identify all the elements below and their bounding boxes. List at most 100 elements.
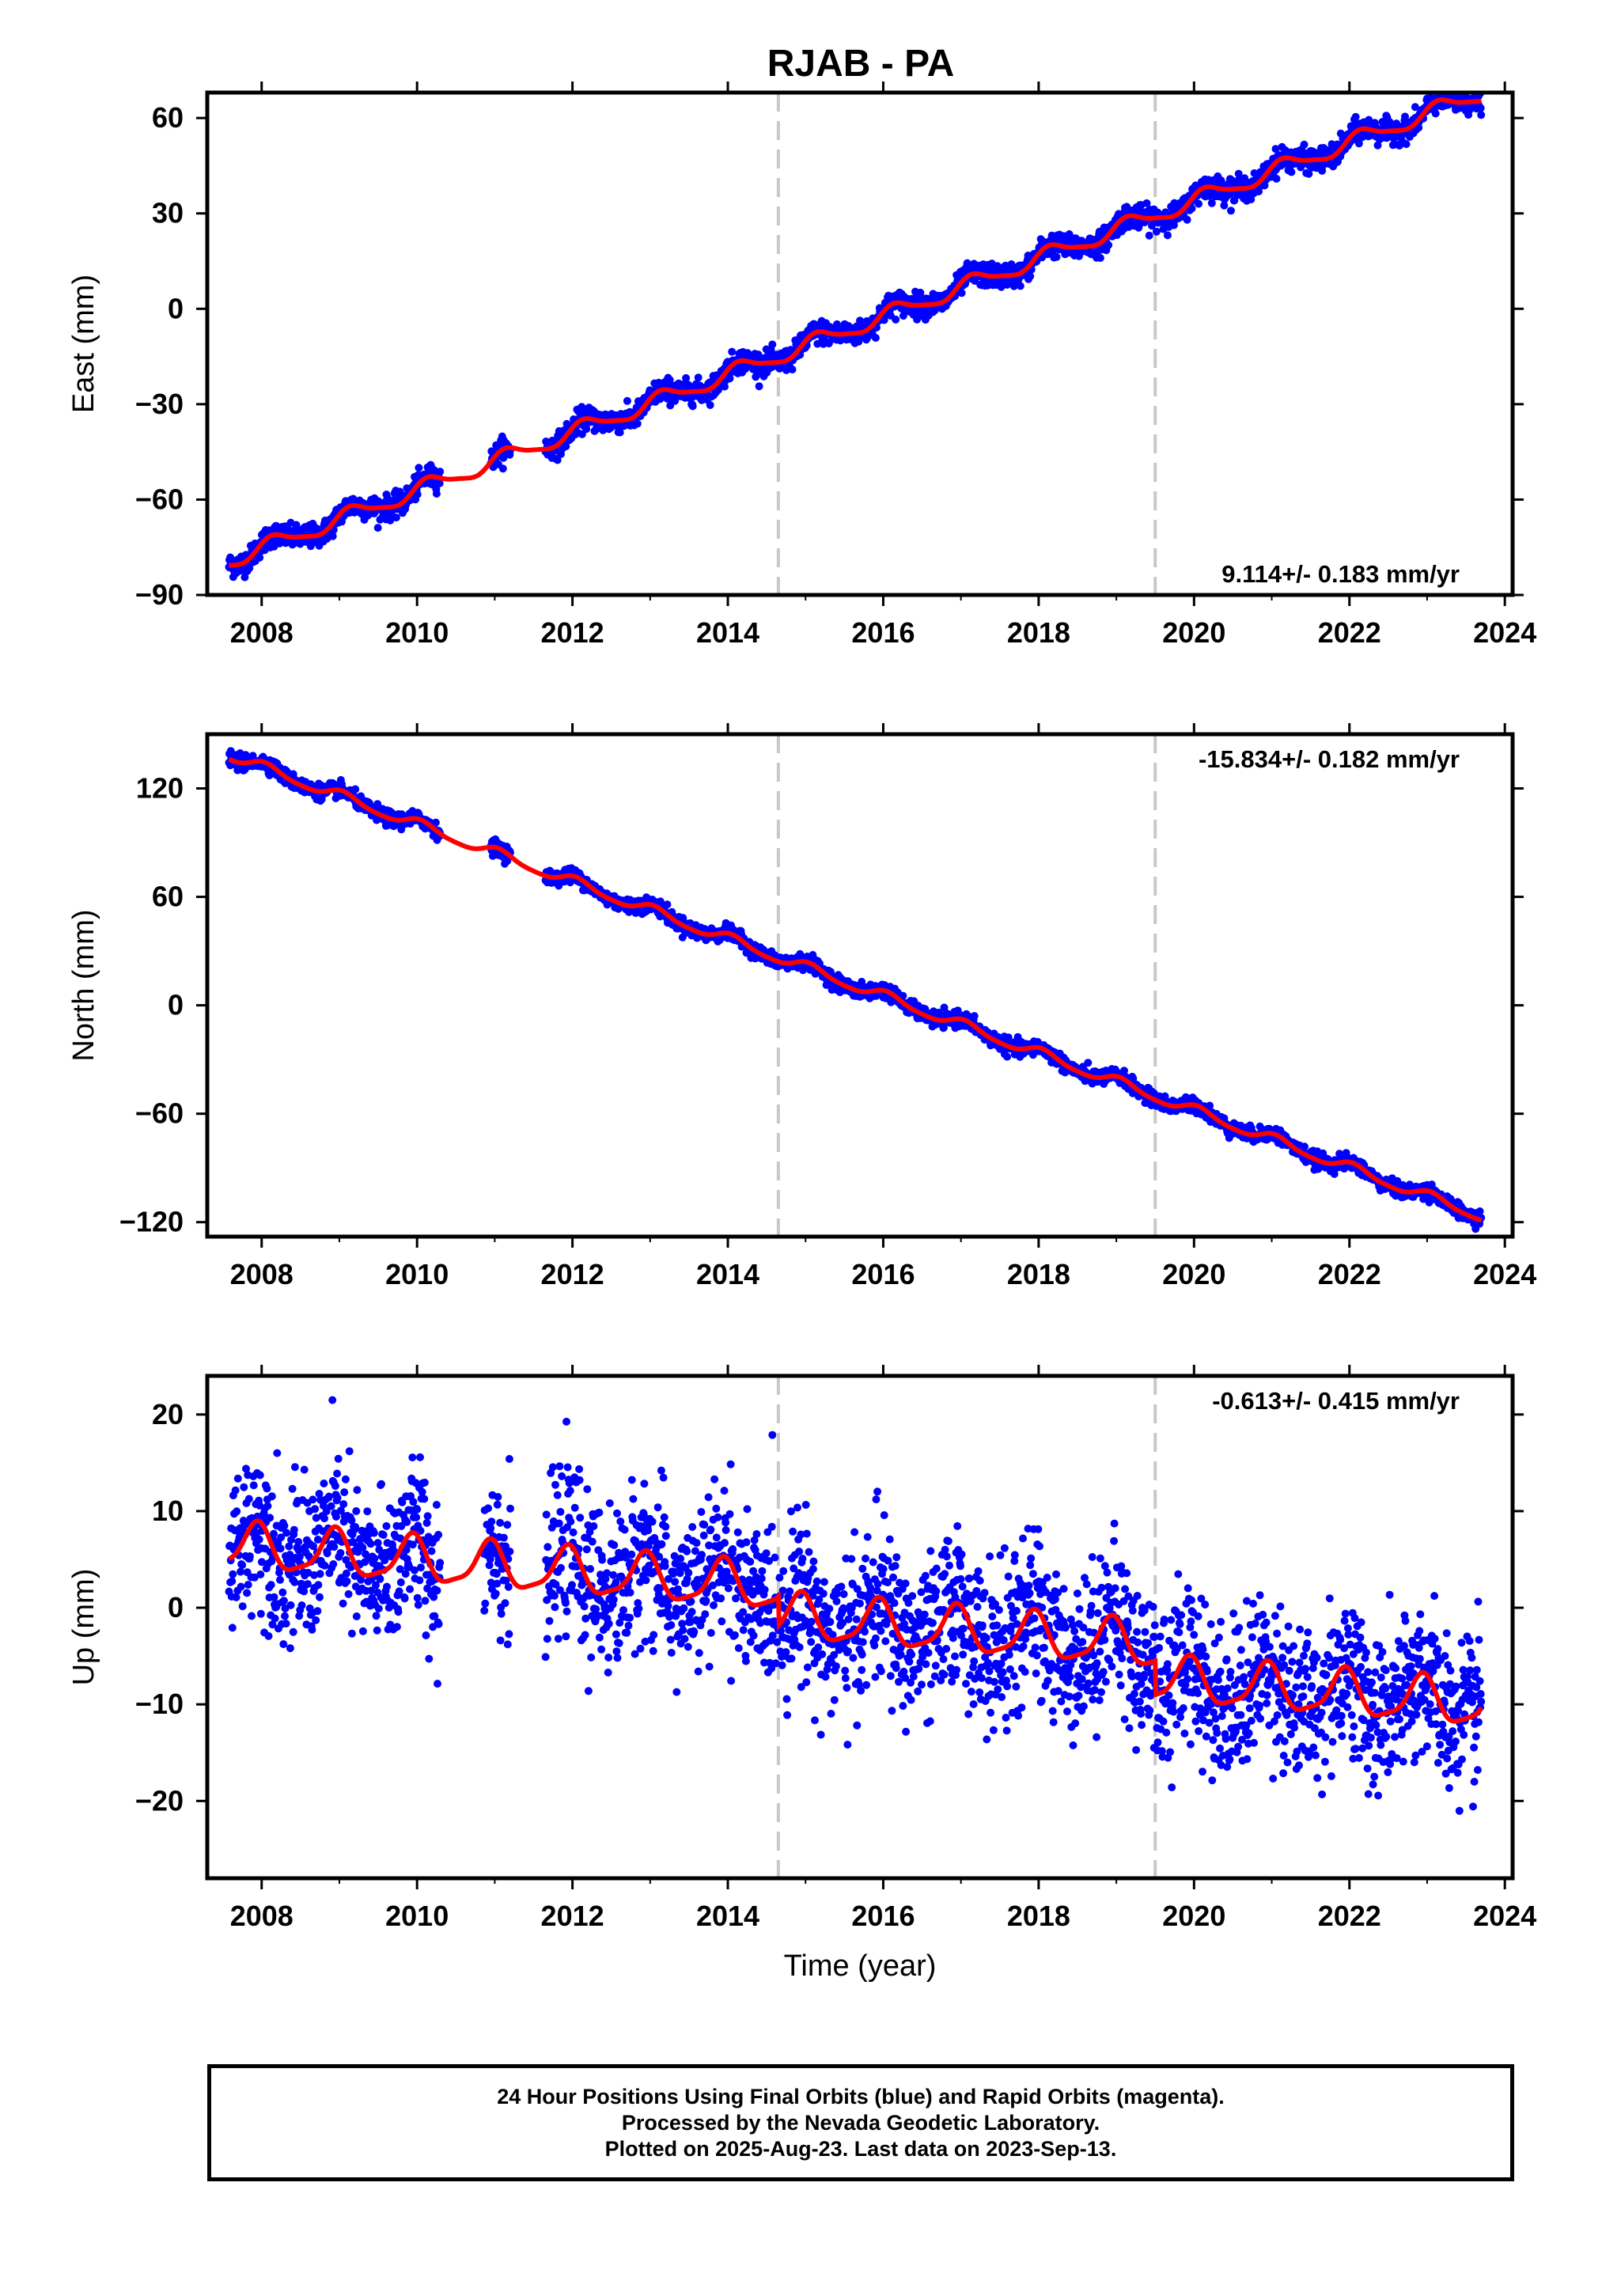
data-point: [899, 991, 907, 1000]
data-point: [728, 347, 737, 356]
x-tick-label: 2022: [1318, 616, 1381, 649]
data-point: [1354, 139, 1363, 148]
data-point: [436, 468, 445, 476]
data-point: [1220, 201, 1229, 210]
data-point: [663, 900, 672, 909]
data-point: [1142, 199, 1151, 207]
data-point: [432, 490, 441, 498]
data-point: [245, 564, 254, 572]
data-point: [623, 396, 631, 405]
data-point: [1411, 103, 1419, 112]
data-point: [1003, 1052, 1012, 1061]
data-point: [1271, 145, 1280, 153]
data-point: [706, 401, 714, 409]
data-point: [768, 340, 777, 349]
y-tick-label: −60: [135, 483, 184, 515]
data-point: [328, 532, 337, 540]
data-point: [1436, 79, 1444, 87]
data-points: [225, 79, 1486, 582]
data-point: [1272, 174, 1281, 183]
data-point: [392, 513, 400, 522]
data-point: [694, 373, 703, 382]
data-point: [1415, 123, 1423, 132]
y-tick-label: −30: [135, 388, 184, 420]
data-point: [397, 825, 406, 834]
data-point: [633, 419, 642, 428]
data-point: [1445, 82, 1453, 90]
data-point: [1104, 241, 1113, 249]
data-point: [1401, 112, 1409, 121]
y-axis-label: East (mm): [67, 275, 100, 413]
data-point: [1169, 221, 1178, 229]
data-point: [1247, 195, 1255, 203]
data-point: [240, 573, 249, 582]
data-point: [1152, 227, 1161, 236]
data-point: [1148, 222, 1156, 230]
x-tick-label: 2012: [541, 616, 604, 649]
data-point: [1351, 112, 1360, 121]
data-point: [553, 456, 562, 464]
data-point: [1373, 141, 1382, 150]
data-point: [970, 1012, 979, 1021]
data-point: [1016, 282, 1024, 290]
plot-frame: [205, 90, 1515, 597]
fit-curve: [229, 97, 1483, 568]
y-tick-label: 60: [152, 101, 184, 134]
rate-label: 9.114+/- 0.183 mm/yr: [1221, 560, 1460, 588]
data-point: [916, 288, 925, 297]
x-tick-label: 2014: [696, 616, 759, 649]
data-point: [431, 818, 440, 827]
data-point: [1476, 104, 1485, 112]
data-point: [1145, 231, 1153, 240]
data-point: [1187, 204, 1196, 213]
data-point: [1260, 181, 1269, 190]
data-point: [351, 785, 360, 794]
data-point: [1183, 215, 1191, 224]
data-point: [1004, 1033, 1013, 1042]
data-point: [415, 464, 423, 472]
data-point: [1227, 206, 1235, 215]
data-point: [498, 464, 507, 473]
data-point: [1026, 272, 1035, 281]
data-point: [1477, 111, 1486, 119]
x-tick-label: 2018: [1007, 616, 1070, 649]
data-point: [1402, 140, 1411, 149]
data-point: [256, 553, 264, 562]
x-tick-label: 2016: [851, 616, 915, 649]
data-point: [1084, 1059, 1093, 1067]
data-point: [582, 425, 591, 434]
data-point: [725, 374, 734, 383]
x-tick-label: 2010: [385, 616, 449, 649]
east-panel: 2008 2010 2012 2014 2016 2018 2020 2022 2024 60 30…: [67, 79, 1536, 649]
x-tick-label: 2008: [230, 616, 294, 649]
data-point: [682, 373, 691, 382]
data-point: [1431, 109, 1440, 118]
data-point: [1300, 140, 1308, 149]
data-point: [1305, 169, 1313, 178]
data-point: [856, 316, 864, 325]
data-point: [788, 366, 797, 373]
data-point: [1287, 168, 1296, 176]
x-tick-label: 2020: [1162, 616, 1225, 649]
data-point: [1195, 199, 1203, 208]
data-point: [373, 524, 382, 532]
data-point: [871, 334, 880, 342]
x-tick-label: 2024: [1473, 616, 1536, 649]
north-panel: 2008 2010 2012 2014 2016 2018 2020 2022 20241206…: [67, 723, 1536, 1290]
data-point: [892, 315, 900, 324]
data-point: [688, 402, 697, 411]
data-point: [1163, 231, 1172, 240]
data-point: [562, 442, 570, 451]
data-point: [755, 382, 763, 391]
data-point: [1052, 252, 1061, 261]
y-tick-label: 0: [168, 292, 184, 324]
data-point: [1096, 254, 1104, 262]
y-tick-label: −90: [135, 578, 184, 611]
data-point: [615, 428, 624, 437]
y-tick-label: 30: [152, 197, 184, 229]
data-point: [940, 1003, 949, 1012]
data-point: [957, 289, 966, 297]
data-point: [1230, 196, 1239, 205]
data-point: [413, 490, 422, 498]
